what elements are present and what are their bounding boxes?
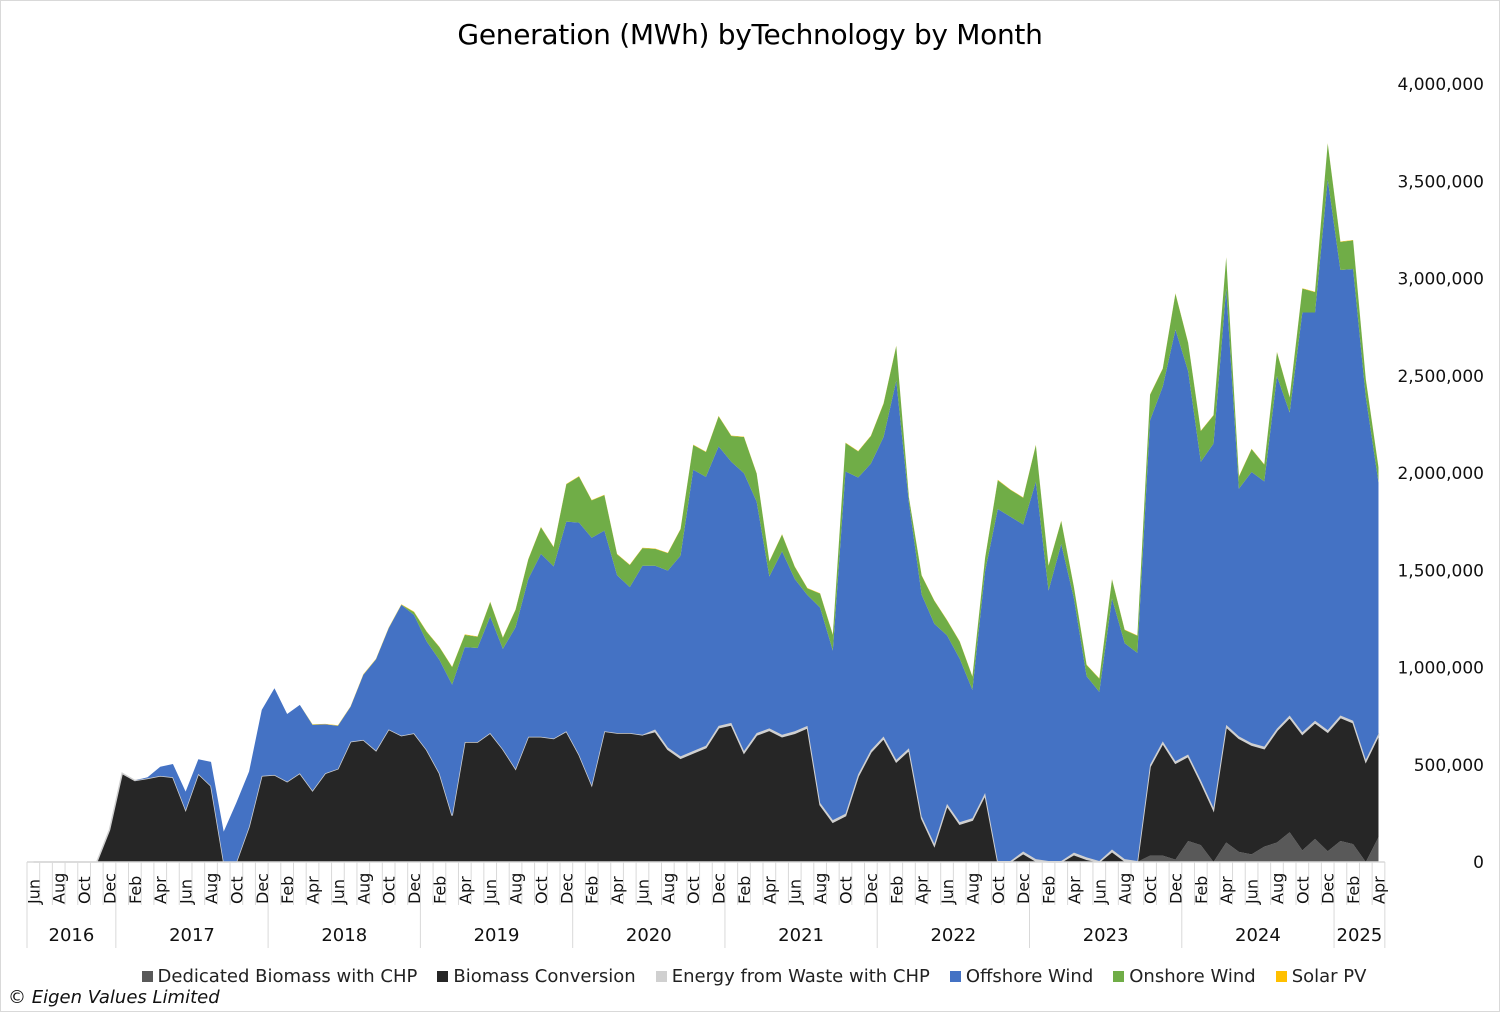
month-label: Dec <box>253 873 272 904</box>
month-label: Apr <box>608 876 627 904</box>
year-label: 2022 <box>930 925 976 946</box>
y-tick-label: 2,000,000 <box>1397 464 1484 484</box>
month-label: Dec <box>862 873 881 904</box>
legend-label: Solar PV <box>1291 966 1367 987</box>
y-tick-label: 3,500,000 <box>1397 172 1484 192</box>
month-label: Oct <box>227 876 246 904</box>
month-label: Oct <box>837 876 856 904</box>
month-label: Aug <box>659 873 678 904</box>
year-label: 2019 <box>474 925 520 946</box>
legend-label: Dedicated Biomass with CHP <box>157 966 418 987</box>
legend-item: Energy from Waste with CHP <box>655 966 930 987</box>
month-label: Feb <box>430 876 449 904</box>
legend-label: Offshore Wind <box>965 966 1094 987</box>
year-label: 2016 <box>49 925 95 946</box>
month-label: Jun <box>481 879 500 905</box>
month-label: Dec <box>100 873 119 904</box>
month-label: Feb <box>278 876 297 904</box>
legend-item: Onshore Wind <box>1113 966 1256 987</box>
month-label: Jun <box>786 879 805 905</box>
legend-swatch <box>1113 971 1125 982</box>
month-label: Aug <box>963 873 982 904</box>
legend-item: Offshore Wind <box>949 966 1094 987</box>
y-tick-label: 1,500,000 <box>1397 561 1484 581</box>
month-label: Dec <box>1319 873 1338 904</box>
area-series-3 <box>33 179 1379 862</box>
month-label: Apr <box>1065 876 1084 904</box>
month-label: Apr <box>151 876 170 904</box>
month-label: Oct <box>1293 876 1312 904</box>
month-label: Jun <box>1243 879 1262 905</box>
legend-swatch <box>1275 971 1287 982</box>
month-label: Aug <box>50 873 69 904</box>
month-label: Aug <box>354 873 373 904</box>
legend-label: Onshore Wind <box>1129 966 1256 987</box>
y-tick-label: 0 <box>1473 853 1484 873</box>
month-label: Aug <box>1116 873 1135 904</box>
month-label: Dec <box>1166 873 1185 904</box>
month-label: Apr <box>1369 876 1388 904</box>
month-label: Jun <box>24 879 43 905</box>
month-label: Feb <box>1192 876 1211 904</box>
year-label: 2020 <box>626 925 672 946</box>
month-label: Jun <box>177 879 196 905</box>
month-label: Apr <box>304 876 323 904</box>
month-label: Feb <box>735 876 754 904</box>
year-label: 2017 <box>169 925 215 946</box>
month-label: Jun <box>938 879 957 905</box>
month-label: Jun <box>633 879 652 905</box>
month-label: Dec <box>710 873 729 904</box>
year-label: 2023 <box>1083 925 1129 946</box>
area-series-0 <box>33 832 1379 862</box>
month-label: Dec <box>405 873 424 904</box>
legend-item: Dedicated Biomass with CHP <box>141 966 418 987</box>
year-label: 2021 <box>778 925 824 946</box>
month-label: Aug <box>507 873 526 904</box>
copyright-text: © Eigen Values Limited <box>8 987 220 1008</box>
month-label: Feb <box>1040 876 1059 904</box>
y-tick-label: 1,000,000 <box>1397 659 1484 679</box>
legend-swatch <box>655 971 667 982</box>
month-label: Jun <box>329 879 348 905</box>
legend-swatch <box>949 971 961 982</box>
month-label: Apr <box>456 876 475 904</box>
year-label: 2024 <box>1235 925 1281 946</box>
legend-swatch <box>437 971 449 982</box>
month-label: Oct <box>989 876 1008 904</box>
month-label: Jun <box>1090 879 1109 905</box>
year-label: 2018 <box>321 925 367 946</box>
month-label: Feb <box>126 876 145 904</box>
month-label: Oct <box>684 876 703 904</box>
legend-item: Biomass Conversion <box>437 966 636 987</box>
month-label: Oct <box>1141 876 1160 904</box>
legend-swatch <box>141 971 153 982</box>
month-label: Apr <box>760 876 779 904</box>
month-label: Apr <box>1217 876 1236 904</box>
y-tick-label: 500,000 <box>1414 756 1484 776</box>
legend: Dedicated Biomass with CHP Biomass Conver… <box>0 966 1500 987</box>
month-label: Feb <box>583 876 602 904</box>
area-series-1 <box>33 717 1379 862</box>
legend-label: Biomass Conversion <box>453 966 636 987</box>
chart-title: Generation (MWh) byTechnology by Month <box>457 18 1043 51</box>
y-tick-label: 4,000,000 <box>1397 75 1484 95</box>
legend-item: Solar PV <box>1275 966 1367 987</box>
month-label: Oct <box>380 876 399 904</box>
month-label: Aug <box>202 873 221 904</box>
month-label: Dec <box>1014 873 1033 904</box>
month-label: Aug <box>1268 873 1287 904</box>
y-tick-label: 2,500,000 <box>1397 367 1484 387</box>
month-label: Apr <box>913 876 932 904</box>
legend-label: Energy from Waste with CHP <box>671 966 930 987</box>
month-label: Dec <box>557 873 576 904</box>
month-label: Aug <box>811 873 830 904</box>
month-label: Feb <box>887 876 906 904</box>
month-label: Oct <box>532 876 551 904</box>
month-label: Oct <box>75 876 94 904</box>
month-label: Feb <box>1344 876 1363 904</box>
year-label: 2025 <box>1337 925 1383 946</box>
y-tick-label: 3,000,000 <box>1397 270 1484 290</box>
